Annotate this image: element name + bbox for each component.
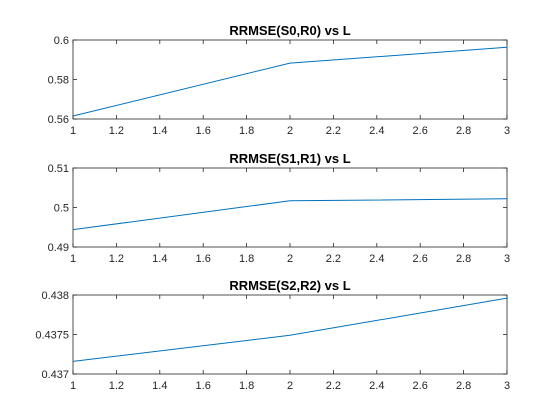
axes-box: [72, 294, 508, 375]
x-tick-label: 1.2: [109, 380, 124, 392]
series-line: [72, 297, 508, 362]
y-tick-label: 0.51: [48, 163, 69, 175]
y-tick-label: 0.437: [41, 369, 69, 381]
x-tick-label: 2.4: [369, 253, 384, 265]
x-tick-label: 1: [70, 380, 76, 392]
x-tick-label: 3: [504, 253, 510, 265]
x-tick-label: 2.2: [326, 380, 341, 392]
x-tick-label: 1.6: [196, 125, 211, 137]
axes-box: [72, 39, 508, 120]
x-tick-label: 1.2: [109, 253, 124, 265]
x-tick-label: 2.8: [456, 125, 471, 137]
x-tick-label: 2: [287, 253, 293, 265]
axes-box: [72, 167, 508, 248]
x-tick-label: 1: [70, 125, 76, 137]
subplot-2: RRMSE(S1,R1) vs L 1 1.2 1.4 1.6 1.8 2 2.2 2.4 2.6…: [48, 151, 510, 265]
x-tick-label: 1.6: [196, 380, 211, 392]
x-tick-label: 2.8: [456, 253, 471, 265]
x-tick-label: 1.8: [239, 253, 254, 265]
x-tick-label: 2.4: [369, 380, 384, 392]
x-tick-label: 2: [287, 380, 293, 392]
y-tick-label: 0.49: [48, 242, 69, 254]
x-tick-label: 3: [504, 125, 510, 137]
subplot-title: RRMSE(S2,R2) vs L: [229, 278, 350, 293]
x-tick-label: 2: [287, 125, 293, 137]
series-line: [72, 46, 508, 117]
x-tick-label: 2.4: [369, 125, 384, 137]
x-tick-label: 2.6: [413, 125, 428, 137]
x-tick-label: 3: [504, 380, 510, 392]
x-tick-label: 1.6: [196, 253, 211, 265]
x-tick-label: 1: [70, 253, 76, 265]
y-tick-label: 0.56: [48, 114, 69, 126]
x-tick-label: 2.2: [326, 253, 341, 265]
y-tick-label: 0.4375: [35, 330, 69, 342]
x-tick-label: 2.6: [413, 380, 428, 392]
y-tick-label: 0.438: [41, 290, 69, 302]
subplot-title: RRMSE(S0,R0) vs L: [229, 23, 350, 38]
subplot-3: RRMSE(S2,R2) vs L 1 1.2 1.4 1.6 1.8 2 2.2 2.4 2.6…: [35, 278, 510, 392]
y-tick-label: 0.5: [54, 203, 69, 215]
x-tick-label: 1.8: [239, 380, 254, 392]
x-tick-label: 1.4: [152, 380, 167, 392]
subplot-1: RRMSE(S0,R0) vs L 1 1.2 1.4 1.6 1.8 2 2.2 2.4 2.6…: [48, 23, 510, 137]
x-tick-label: 2.8: [456, 380, 471, 392]
x-tick-label: 1.4: [152, 253, 167, 265]
x-tick-label: 1.2: [109, 125, 124, 137]
x-tick-label: 1.8: [239, 125, 254, 137]
series-line: [72, 198, 508, 231]
x-tick-label: 2.6: [413, 253, 428, 265]
x-tick-label: 1.4: [152, 125, 167, 137]
y-tick-label: 0.6: [54, 35, 69, 47]
y-tick-label: 0.58: [48, 75, 69, 87]
x-tick-label: 2.2: [326, 125, 341, 137]
subplot-title: RRMSE(S1,R1) vs L: [229, 151, 350, 166]
